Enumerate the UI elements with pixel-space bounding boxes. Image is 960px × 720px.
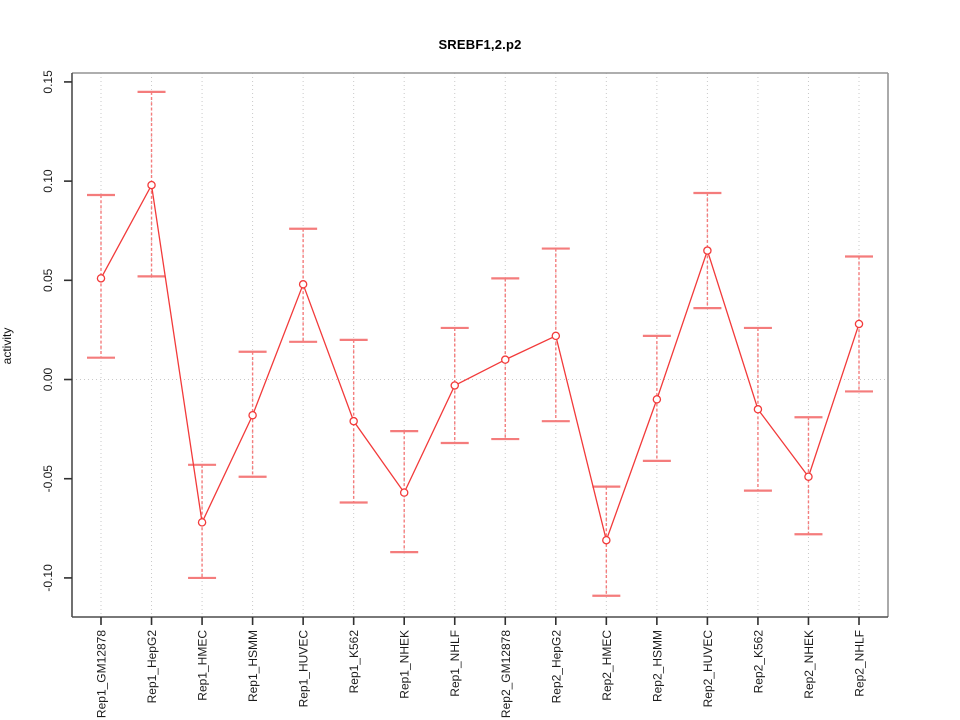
x-tick-label: Rep1_HSMM [246,630,260,702]
data-point-marker [96,274,106,283]
x-tick-label: Rep2_HUVEC [701,630,715,708]
x-tick-label: Rep1_NHEK [398,630,412,699]
y-tick-label: -0.10 [41,564,55,592]
x-tick-label: Rep1_HepG2 [145,630,159,704]
data-point-marker [703,246,712,255]
data-point-marker [753,405,763,414]
data-point-marker [551,331,561,341]
x-tick-label: Rep2_GM12878 [499,630,513,718]
x-tick-label: Rep2_HepG2 [549,630,563,704]
x-tick-label: Rep2_K562 [751,630,765,694]
data-point-marker [602,535,611,545]
x-tick-label: Rep1_GM12878 [95,630,109,718]
x-tick-label: Rep1_NHLF [448,630,462,697]
x-tick-label: Rep2_NHEK [802,630,816,699]
y-tick-label: 0.05 [41,268,55,292]
y-tick-label: -0.05 [41,465,55,493]
data-point-marker [804,472,813,481]
x-tick-label: Rep2_HMEC [600,630,614,701]
x-tick-label: Rep1_K562 [347,630,361,694]
data-point-marker [652,395,662,404]
y-tick-label: 0.10 [41,169,55,193]
data-point-marker [298,280,308,289]
data-point-marker [501,355,510,364]
x-tick-label: Rep2_HSMM [650,630,664,702]
x-tick-label: Rep1_HMEC [196,630,210,701]
data-point-marker [349,416,358,426]
data-point-marker [450,381,459,390]
x-tick-label: Rep1_HUVEC [297,630,311,708]
data-point-marker [197,518,207,527]
y-tick-label: 0.15 [41,70,55,94]
data-point-marker [399,488,409,497]
chart-title: SREBF1,2.p2 [438,37,522,52]
data-point-marker [854,319,864,329]
y-tick-label: 0.00 [41,368,55,392]
data-polyline [100,183,860,543]
data-point-marker [248,410,257,420]
data-point-marker [147,180,156,190]
x-tick-label: Rep2_NHLF [853,630,867,697]
